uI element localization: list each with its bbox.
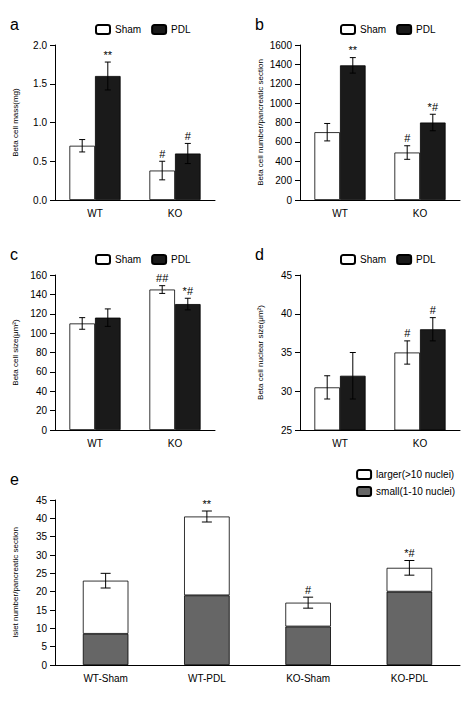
svg-text:KO: KO bbox=[168, 208, 183, 219]
svg-text:##: ## bbox=[156, 272, 169, 284]
svg-text:200: 200 bbox=[275, 175, 292, 186]
svg-text:Sham: Sham bbox=[115, 254, 141, 265]
svg-text:PDL: PDL bbox=[171, 254, 191, 265]
svg-text:25: 25 bbox=[36, 568, 48, 579]
svg-text:WT: WT bbox=[332, 208, 348, 219]
svg-text:Sham: Sham bbox=[360, 24, 386, 35]
svg-text:1.5: 1.5 bbox=[33, 78, 47, 89]
svg-text:30: 30 bbox=[281, 386, 293, 397]
svg-text:20: 20 bbox=[36, 405, 48, 416]
svg-text:35: 35 bbox=[281, 347, 293, 358]
svg-text:Sham: Sham bbox=[115, 24, 141, 35]
svg-text:25: 25 bbox=[281, 425, 293, 436]
svg-text:20: 20 bbox=[36, 586, 48, 597]
svg-text:b: b bbox=[255, 16, 264, 33]
svg-text:60: 60 bbox=[36, 366, 48, 377]
svg-text:45: 45 bbox=[36, 495, 48, 506]
svg-text:KO-Sham: KO-Sham bbox=[286, 673, 330, 684]
svg-text:#: # bbox=[430, 304, 437, 316]
svg-text:800: 800 bbox=[275, 117, 292, 128]
svg-text:1.0: 1.0 bbox=[33, 117, 47, 128]
svg-text:5: 5 bbox=[41, 641, 47, 652]
svg-text:40: 40 bbox=[36, 513, 48, 524]
svg-text:40: 40 bbox=[281, 308, 293, 319]
svg-text:10: 10 bbox=[36, 623, 48, 634]
svg-text:160: 160 bbox=[30, 270, 47, 281]
svg-text:#: # bbox=[305, 584, 312, 596]
svg-text:Beta cell mass(mg): Beta cell mass(mg) bbox=[11, 88, 20, 157]
svg-text:KO: KO bbox=[413, 438, 428, 449]
svg-text:WT: WT bbox=[87, 438, 103, 449]
svg-text:0: 0 bbox=[41, 425, 47, 436]
svg-text:100: 100 bbox=[30, 328, 47, 339]
svg-text:a: a bbox=[10, 16, 19, 33]
svg-text:KO: KO bbox=[413, 208, 428, 219]
svg-text:d: d bbox=[255, 246, 264, 263]
svg-text:140: 140 bbox=[30, 289, 47, 300]
svg-text:**: ** bbox=[349, 44, 358, 56]
svg-text:small(1-10 nuclei): small(1-10 nuclei) bbox=[376, 486, 455, 497]
svg-text:Islet number/pancreatic sectio: Islet number/pancreatic section bbox=[11, 527, 20, 638]
svg-text:*#: *# bbox=[183, 285, 194, 297]
svg-text:*#: *# bbox=[428, 101, 439, 113]
svg-text:80: 80 bbox=[36, 347, 48, 358]
svg-text:e: e bbox=[10, 471, 19, 488]
svg-text:0.5: 0.5 bbox=[33, 156, 47, 167]
svg-text:45: 45 bbox=[281, 270, 293, 281]
svg-text:1400: 1400 bbox=[270, 59, 293, 70]
svg-text:Beta cell nuclear size(μm²): Beta cell nuclear size(μm²) bbox=[256, 305, 265, 400]
svg-text:40: 40 bbox=[36, 386, 48, 397]
svg-text:15: 15 bbox=[36, 605, 48, 616]
svg-text:0: 0 bbox=[41, 660, 47, 671]
svg-text:Beta cell number/pancreatic se: Beta cell number/pancreatic section bbox=[256, 59, 265, 186]
svg-text:larger(>10 nuclei): larger(>10 nuclei) bbox=[376, 469, 454, 480]
svg-text:WT-Sham: WT-Sham bbox=[83, 673, 127, 684]
svg-text:120: 120 bbox=[30, 308, 47, 319]
svg-text:**: ** bbox=[104, 49, 113, 61]
svg-text:PDL: PDL bbox=[416, 24, 436, 35]
svg-text:c: c bbox=[10, 246, 18, 263]
svg-text:1600: 1600 bbox=[270, 40, 293, 51]
svg-text:PDL: PDL bbox=[416, 254, 436, 265]
svg-text:600: 600 bbox=[275, 136, 292, 147]
svg-text:0.0: 0.0 bbox=[33, 195, 47, 206]
svg-text:#: # bbox=[404, 132, 411, 144]
svg-text:Sham: Sham bbox=[360, 254, 386, 265]
svg-text:30: 30 bbox=[36, 550, 48, 561]
svg-text:KO-PDL: KO-PDL bbox=[391, 673, 429, 684]
svg-text:PDL: PDL bbox=[171, 24, 191, 35]
svg-text:WT: WT bbox=[87, 208, 103, 219]
svg-text:KO: KO bbox=[168, 438, 183, 449]
svg-text:#: # bbox=[159, 148, 166, 160]
svg-text:*#: *# bbox=[404, 547, 415, 559]
svg-text:WT: WT bbox=[332, 438, 348, 449]
svg-text:1200: 1200 bbox=[270, 78, 293, 89]
svg-text:**: ** bbox=[203, 498, 212, 510]
svg-text:WT-PDL: WT-PDL bbox=[188, 673, 226, 684]
svg-text:35: 35 bbox=[36, 531, 48, 542]
svg-text:0: 0 bbox=[286, 195, 292, 206]
svg-text:#: # bbox=[185, 130, 192, 142]
svg-text:#: # bbox=[404, 327, 411, 339]
svg-text:Beta cell size(μm²): Beta cell size(μm²) bbox=[11, 319, 20, 386]
svg-text:400: 400 bbox=[275, 156, 292, 167]
svg-text:1000: 1000 bbox=[270, 98, 293, 109]
svg-text:2.0: 2.0 bbox=[33, 40, 47, 51]
